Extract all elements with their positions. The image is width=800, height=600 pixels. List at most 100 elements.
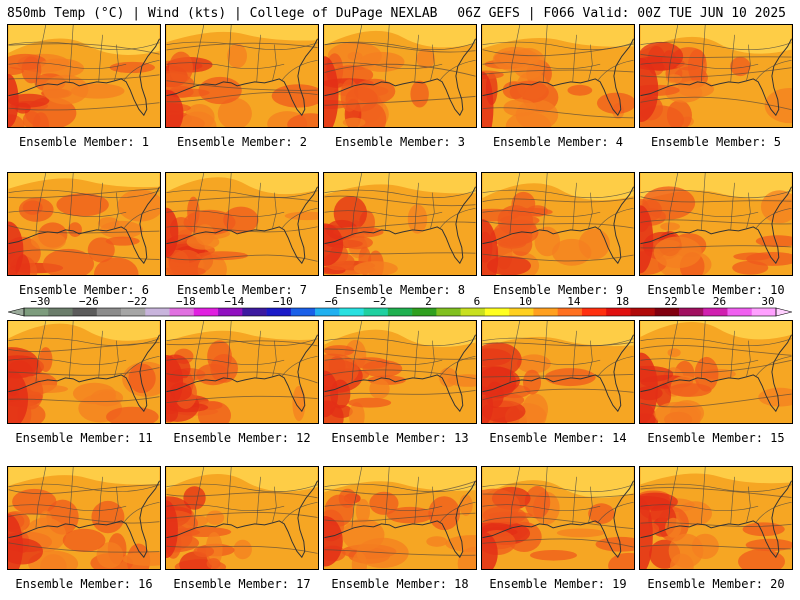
colorbar-tick-label: −26 [79, 295, 99, 308]
colorbar-swatch [654, 308, 680, 316]
ensemble-member-label: Ensemble Member: 4 [492, 135, 624, 149]
colorbar-swatch [387, 308, 413, 316]
ensemble-member-label: Ensemble Member: 18 [331, 577, 469, 591]
ensemble-map-panel [639, 172, 793, 276]
colorbar-tick-label: 26 [713, 295, 726, 308]
colorbar-max-arrow [775, 307, 792, 317]
temperature-field-map [166, 25, 318, 127]
ensemble-member-label: Ensemble Member: 15 [647, 431, 785, 445]
ensemble-map-panel [7, 466, 161, 570]
temperature-field-map [324, 25, 476, 127]
temperature-field-map [8, 173, 160, 275]
colorbar-swatch [266, 308, 292, 316]
temperature-colorbar: −30−26−22−18−14−10−6−2261014182226303438… [8, 295, 792, 317]
ensemble-map-panel [481, 466, 635, 570]
colorbar-swatch [484, 308, 510, 316]
ensemble-map-panel [639, 320, 793, 424]
ensemble-member-label: Ensemble Member: 10 [647, 283, 785, 297]
colorbar-swatch [218, 308, 243, 316]
ensemble-member-label: Ensemble Member: 6 [18, 283, 150, 297]
ensemble-member-label: Ensemble Member: 2 [176, 135, 308, 149]
colorbar-swatch [557, 308, 583, 316]
ensemble-member-label: Ensemble Member: 5 [650, 135, 782, 149]
colorbar-swatch [290, 308, 316, 316]
temperature-field-map [640, 173, 792, 275]
colorbar-swatch [315, 308, 340, 316]
temperature-field-map [640, 467, 792, 569]
colorbar-tick-label: 14 [567, 295, 581, 308]
ensemble-map-panel [481, 24, 635, 128]
temperature-field-map [482, 173, 634, 275]
ensemble-map-panel [165, 466, 319, 570]
ensemble-member-label: Ensemble Member: 3 [334, 135, 466, 149]
ensemble-map-panel [323, 320, 477, 424]
ensemble-member-label: Ensemble Member: 19 [489, 577, 627, 591]
temperature-field-map [166, 467, 318, 569]
temperature-field-map [640, 25, 792, 127]
colorbar-tick-label: 6 [474, 295, 481, 308]
colorbar-swatch [460, 308, 486, 316]
temperature-field-map [482, 321, 634, 423]
ensemble-member-label: Ensemble Member: 20 [647, 577, 785, 591]
colorbar-tick-label: −2 [373, 295, 386, 308]
ensemble-map-panel [481, 320, 635, 424]
temperature-field-map [324, 321, 476, 423]
colorbar-swatch [678, 308, 704, 316]
colorbar-min-arrow [8, 307, 25, 317]
colorbar-tick-label: −6 [325, 295, 338, 308]
colorbar-swatch [436, 308, 461, 316]
colorbar-swatch [242, 308, 267, 316]
ensemble-map-panel [323, 24, 477, 128]
colorbar-tick-label: 22 [664, 295, 677, 308]
colorbar-swatch [412, 308, 437, 316]
colorbar-swatch [363, 308, 389, 316]
ensemble-member-label: Ensemble Member: 11 [15, 431, 153, 445]
temperature-field-map [324, 173, 476, 275]
ensemble-member-label: Ensemble Member: 13 [331, 431, 469, 445]
colorbar-swatch [630, 308, 656, 316]
ensemble-member-label: Ensemble Member: 8 [334, 283, 466, 297]
ensemble-member-label: Ensemble Member: 14 [489, 431, 627, 445]
run-valid-time: 06Z GEFS | F066 Valid: 00Z TUE JUN 10 20… [457, 6, 786, 21]
colorbar-tick-label: −14 [224, 295, 244, 308]
ensemble-map-panel [323, 466, 477, 570]
colorbar-swatch [751, 308, 777, 316]
colorbar-swatch [72, 308, 98, 316]
ensemble-member-label: Ensemble Member: 17 [173, 577, 311, 591]
temperature-field-map [482, 25, 634, 127]
ensemble-map-panel [7, 172, 161, 276]
colorbar-swatch [24, 308, 49, 316]
temperature-field-map [8, 25, 160, 127]
colorbar-swatch [339, 308, 364, 316]
colorbar-tick-label: −22 [127, 295, 147, 308]
colorbar-swatch [703, 308, 728, 316]
temperature-field-map [8, 467, 160, 569]
chart-title: 850mb Temp (°C) | Wind (kts) | College o… [7, 6, 438, 21]
ensemble-map-panel [639, 466, 793, 570]
colorbar-tick-label: −30 [30, 295, 50, 308]
colorbar-swatch [193, 308, 219, 316]
ensemble-map-panel [165, 172, 319, 276]
colorbar-swatch [48, 308, 73, 316]
temperature-field-map [8, 321, 160, 423]
temperature-field-map [640, 321, 792, 423]
ensemble-map-panel [7, 24, 161, 128]
ensemble-member-label: Ensemble Member: 12 [173, 431, 311, 445]
ensemble-member-label: Ensemble Member: 7 [176, 283, 308, 297]
colorbar-swatch [145, 308, 170, 316]
ensemble-map-panel [481, 172, 635, 276]
colorbar-swatch [121, 308, 146, 316]
colorbar-swatch [581, 308, 607, 316]
ensemble-map-panel [323, 172, 477, 276]
temperature-field-map [482, 467, 634, 569]
ensemble-map-panel [165, 320, 319, 424]
colorbar-tick-label: 10 [519, 295, 532, 308]
colorbar-tick-label: 30 [761, 295, 774, 308]
ensemble-map-panel [165, 24, 319, 128]
colorbar-tick-label: −10 [273, 295, 293, 308]
colorbar-swatch [533, 308, 558, 316]
colorbar-swatch [96, 308, 122, 316]
colorbar-swatch [169, 308, 195, 316]
ensemble-map-panel [639, 24, 793, 128]
colorbar-swatch [727, 308, 753, 316]
